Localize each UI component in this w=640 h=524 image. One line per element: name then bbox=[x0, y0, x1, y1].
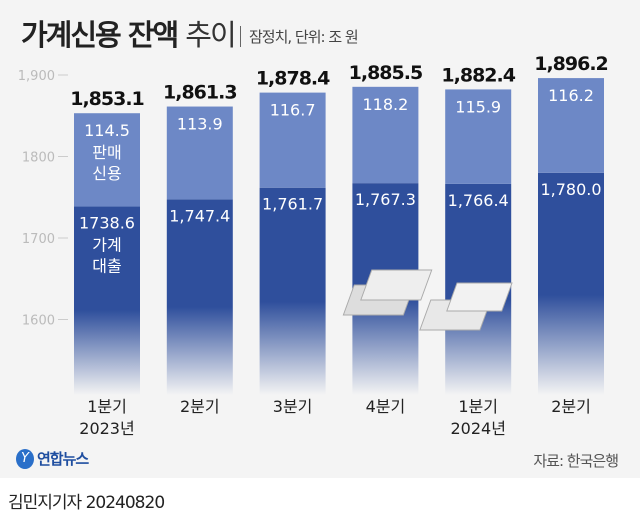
series-label-household-loans: 가계 bbox=[92, 236, 121, 255]
sales-credit-value: 116.2 bbox=[548, 86, 594, 105]
sales-credit-value: 114.5 bbox=[84, 121, 130, 140]
money-illustration bbox=[342, 269, 513, 331]
title-light: 추이 bbox=[185, 18, 236, 52]
bar-segment-sales-credit bbox=[259, 92, 326, 188]
household-loan-value: 1,747.4 bbox=[169, 206, 230, 225]
bar-segment-sales-credit bbox=[538, 78, 604, 173]
total-label: 1,853.1 bbox=[70, 88, 144, 110]
bar-segment-household-loans bbox=[74, 206, 140, 395]
y-tick-label: 1700 bbox=[22, 232, 55, 247]
x-category-label: 4분기 bbox=[366, 397, 406, 416]
logo-text: 연합뉴스 bbox=[37, 450, 89, 468]
household-loan-value: 1,761.7 bbox=[262, 195, 323, 214]
series-label-sales-credit: 판매 bbox=[92, 143, 121, 162]
x-category-label: 1분기 bbox=[458, 397, 498, 416]
chart-subtitle: 잠정치, 단위: 조 원 bbox=[240, 26, 359, 47]
household-loan-value: 1738.6 bbox=[79, 214, 135, 233]
series-label-household-loans: 대출 bbox=[92, 257, 121, 276]
y-tick-label: 1800 bbox=[22, 151, 55, 166]
total-label: 1,882.4 bbox=[441, 64, 515, 86]
x-year-label: 2023년 bbox=[79, 419, 134, 438]
x-category-label: 2분기 bbox=[180, 397, 220, 416]
logo-mark-icon: Y bbox=[16, 448, 34, 469]
y-tick-label: 1600 bbox=[22, 314, 55, 329]
bar-segment-sales-credit bbox=[166, 106, 233, 200]
bar-segment-household-loans bbox=[166, 199, 233, 395]
x-category-label: 1분기 bbox=[87, 397, 127, 416]
bar-segment-sales-credit bbox=[352, 86, 419, 184]
total-label: 1,885.5 bbox=[349, 62, 423, 84]
source-note: 자료: 한국은행 bbox=[533, 452, 619, 470]
household-loan-value: 1,766.4 bbox=[448, 191, 509, 210]
total-label: 1,861.3 bbox=[163, 82, 237, 104]
credit-line: 김민지기자 20240820 bbox=[8, 493, 165, 513]
sales-credit-value: 115.9 bbox=[455, 97, 501, 116]
bar-segment-household-loans bbox=[259, 187, 326, 395]
household-loan-value: 1,780.0 bbox=[540, 180, 601, 199]
y-tick-label: 1,900 bbox=[18, 69, 55, 84]
chart-title: 가계신용 잔액 추이 bbox=[21, 12, 237, 54]
series-label-sales-credit: 신용 bbox=[92, 164, 121, 183]
sales-credit-value: 116.7 bbox=[270, 101, 316, 120]
bar-segment-sales-credit bbox=[74, 113, 140, 207]
sales-credit-value: 118.2 bbox=[362, 95, 408, 114]
stacked-bar-chart: 1,900 1800 1700 1600 1,853.1 114.5 1738.6 판매신용… bbox=[18, 53, 609, 438]
total-label: 1,896.2 bbox=[534, 53, 608, 75]
x-category-label: 2분기 bbox=[551, 397, 591, 416]
sales-credit-value: 113.9 bbox=[177, 115, 223, 134]
bar-segment-household-loans bbox=[538, 172, 604, 395]
yonhap-logo: Y 연합뉴스 bbox=[16, 448, 89, 469]
household-loan-value: 1,767.3 bbox=[355, 190, 416, 209]
x-category-label: 3분기 bbox=[273, 397, 313, 416]
bar-segment-sales-credit bbox=[445, 89, 512, 184]
x-year-label: 2024년 bbox=[450, 419, 505, 438]
title-main: 가계신용 잔액 bbox=[21, 18, 179, 52]
total-label: 1,878.4 bbox=[256, 68, 330, 90]
